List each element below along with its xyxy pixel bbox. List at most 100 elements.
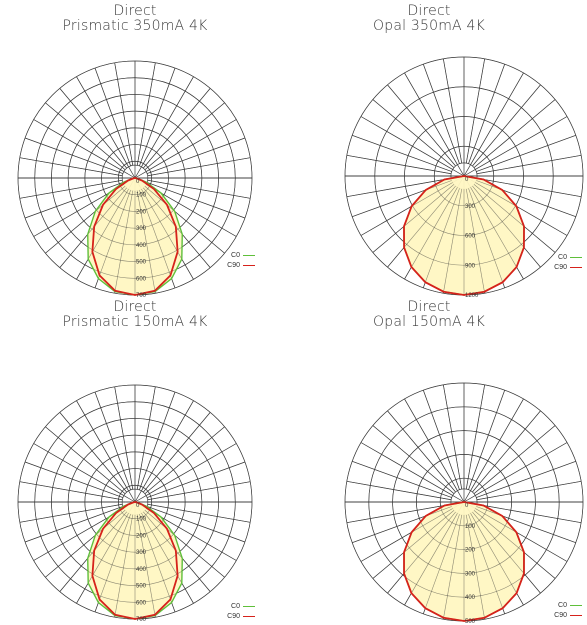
grid-spoke-overlay — [476, 177, 582, 197]
grid-ring-overlay — [101, 468, 169, 536]
grid-spoke-inner — [128, 166, 136, 179]
grid-ring-overlay — [392, 430, 536, 574]
grid-spoke-overlay — [94, 391, 131, 491]
grid-spoke-inner — [457, 490, 465, 503]
grid-spoke-overlay — [387, 185, 456, 268]
grid-spoke-overlay — [476, 135, 576, 172]
grid-spoke-overlay — [352, 506, 452, 543]
legend-swatch-c90 — [570, 266, 582, 268]
grid-spoke-overlay — [472, 185, 541, 268]
polar-chart-1: 0 300 600 900 1200 — [344, 56, 584, 299]
grid-spoke-overlay — [465, 514, 485, 620]
grid-spoke-overlay — [468, 390, 505, 490]
grid-spoke-overlay — [147, 179, 251, 199]
grid-spoke-overlay — [45, 186, 126, 254]
grid-spoke-inner — [134, 490, 142, 503]
grid-ring-overlay — [416, 454, 512, 550]
grid-spoke-overlay — [146, 506, 246, 543]
grid-spoke-inner — [134, 166, 142, 179]
grid-spoke-inner — [134, 171, 147, 179]
grid-spoke-overlay — [473, 184, 556, 253]
grid-spoke-overlay — [360, 508, 453, 562]
tick-label: 400 — [136, 567, 147, 573]
tick-label: 500 — [465, 619, 476, 625]
chart-title-line1: Direct — [113, 299, 157, 315]
grid-spoke-overlay — [472, 84, 541, 167]
grid-spoke-overlay — [139, 189, 176, 289]
legend-item-c0: C0 — [205, 601, 255, 611]
grid-spoke-overlay — [473, 425, 556, 494]
grid-spoke-overlay — [141, 188, 194, 280]
grid-spoke-overlay — [423, 514, 460, 614]
grid-spoke-overlay — [94, 189, 131, 289]
grid-spoke-overlay — [144, 186, 225, 254]
grid-spoke-overlay — [346, 177, 452, 197]
grid-spoke-overlay — [404, 513, 458, 606]
grid-spoke-overlay — [470, 72, 524, 165]
grid-spoke-overlay — [94, 67, 131, 167]
chart-title-line1: Direct — [113, 3, 157, 19]
grid-spoke-overlay — [24, 506, 124, 543]
grid-spoke-overlay — [139, 513, 176, 613]
tick-label: 1200 — [465, 293, 479, 299]
grid-spoke-overlay — [476, 503, 582, 523]
tick-label: 500 — [136, 584, 147, 590]
grid-spoke-overlay — [19, 503, 123, 523]
chart-title-line1: Direct — [407, 3, 451, 19]
legend-swatch-c90 — [570, 614, 582, 616]
grid-spoke-overlay — [387, 410, 456, 493]
grid-spoke-overlay — [472, 511, 541, 594]
grid-spoke-overlay — [470, 187, 524, 280]
grid-spoke-overlay — [387, 511, 456, 594]
grid-spoke-overlay — [404, 187, 458, 280]
grid-spoke-overlay — [45, 102, 126, 170]
legend-label-c0: C0 — [231, 602, 240, 610]
tick-label: 100 — [136, 517, 147, 523]
tick-label: 200 — [136, 533, 147, 539]
grid-spoke-overlay — [476, 481, 582, 501]
grid-spoke-inner — [452, 169, 465, 177]
grid-spoke-overlay — [94, 513, 131, 613]
grid-spoke-overlay — [404, 398, 458, 491]
tick-label: 200 — [465, 548, 476, 554]
series-c90 — [403, 501, 525, 622]
legend-label-c90: C90 — [554, 611, 567, 619]
grid-ring-overlay — [67, 110, 203, 246]
grid-spoke-overlay — [352, 461, 452, 498]
grid-spoke-overlay — [465, 384, 485, 490]
legend-item-c90: C90 — [205, 611, 255, 621]
grid-spoke-overlay — [346, 481, 452, 501]
legend-label-c90: C90 — [554, 263, 567, 271]
grid-spoke-overlay — [45, 426, 126, 494]
grid-spoke-overlay — [19, 157, 123, 177]
grid-spoke-overlay — [476, 155, 582, 175]
tick-label: 100 — [136, 193, 147, 199]
grid-spoke-overlay — [59, 412, 127, 493]
grid-ring-overlay — [439, 477, 489, 527]
tick-label: 700 — [136, 617, 147, 623]
grid-spoke-inner — [123, 495, 136, 503]
grid-spoke-overlay — [372, 510, 455, 579]
grid-spoke-overlay — [423, 188, 460, 288]
grid-ring-overlay — [117, 160, 153, 196]
chart-title-line2: Prismatic 150mA 4K — [62, 314, 208, 330]
grid-spoke-overlay — [465, 58, 485, 164]
grid-spoke-overlay — [443, 188, 463, 294]
legend-item-c0: C0 — [532, 252, 582, 262]
grid-spoke-overlay — [470, 398, 524, 491]
legend-swatch-c0 — [243, 254, 255, 256]
grid-spoke-overlay — [33, 443, 125, 496]
grid-spoke-overlay — [24, 461, 124, 498]
chart-title-line2: Opal 350mA 4K — [373, 18, 485, 34]
tick-label: 300 — [136, 550, 147, 556]
tick-label: 400 — [465, 595, 476, 601]
grid-spoke-overlay — [141, 76, 194, 168]
chart-title-line2: Prismatic 350mA 4K — [62, 18, 208, 34]
grid-spoke-overlay — [423, 390, 460, 490]
polar-panel-3: Direct Opal 150mA 4K 0 100 200 300 400 500 C0… — [294, 296, 587, 625]
grid-spoke-overlay — [147, 503, 251, 523]
grid-spoke-overlay — [76, 512, 129, 604]
grid-spoke-overlay — [114, 514, 134, 618]
tick-label: 100 — [465, 524, 476, 530]
grid-spoke-overlay — [146, 461, 246, 498]
